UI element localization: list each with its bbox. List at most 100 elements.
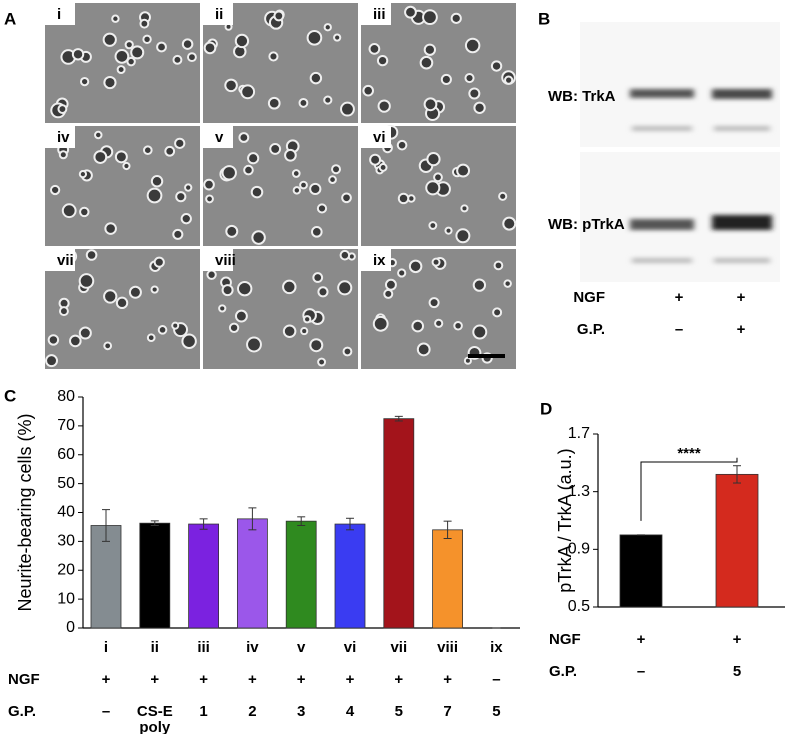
bar <box>188 523 220 629</box>
image-label: vii <box>57 252 74 269</box>
cell <box>221 284 234 297</box>
cell <box>317 286 329 298</box>
cell <box>116 65 126 75</box>
cell <box>425 180 441 196</box>
cell <box>146 187 163 204</box>
cell <box>456 163 471 178</box>
row-label: NGF <box>8 671 40 688</box>
cell <box>492 307 503 318</box>
cell <box>79 206 90 218</box>
image-label-box <box>203 3 233 25</box>
cell <box>234 33 250 49</box>
cell <box>172 54 183 65</box>
y-tick-label: 20 <box>57 561 75 578</box>
cell <box>464 37 481 54</box>
row-label: G.P. <box>549 663 578 680</box>
cell <box>175 191 187 203</box>
cell <box>426 152 441 167</box>
row-value: – <box>101 703 111 720</box>
cell <box>103 289 118 304</box>
cell <box>453 320 463 331</box>
band-label: WB: TrkA <box>548 88 616 105</box>
cell <box>434 318 444 328</box>
cell <box>267 96 281 110</box>
cell <box>273 10 285 22</box>
image-label: viii <box>215 252 236 269</box>
cell <box>316 203 328 214</box>
panel-label: D <box>540 399 552 418</box>
cell <box>240 84 256 100</box>
cell <box>203 41 217 55</box>
cell <box>298 97 309 108</box>
cell <box>206 269 217 280</box>
cell <box>333 33 342 42</box>
cell <box>282 324 297 339</box>
y-tick-label: 50 <box>57 475 75 492</box>
cell <box>396 139 408 151</box>
cell <box>47 334 60 346</box>
y-tick-label: 0.5 <box>568 598 590 615</box>
row-value: 5 <box>492 703 501 720</box>
image-label-box <box>203 126 233 148</box>
row-value: – <box>636 663 646 680</box>
y-axis-label: pTrkA / TrkA (a.u.) <box>555 448 575 592</box>
cell <box>103 341 113 351</box>
row-value: 5 <box>732 663 742 680</box>
cell <box>311 226 323 238</box>
row-value: + <box>296 671 306 688</box>
row-value: 1 <box>199 703 208 720</box>
bar <box>432 529 464 629</box>
bar <box>285 520 317 629</box>
image-label: i <box>57 6 61 23</box>
cell <box>103 75 117 90</box>
cell <box>45 354 59 368</box>
cell <box>104 222 117 235</box>
cell <box>269 142 282 155</box>
cell <box>460 204 469 213</box>
cell <box>156 41 167 53</box>
cell <box>423 97 438 112</box>
blot-bands <box>630 89 772 263</box>
cell <box>130 45 145 60</box>
cell <box>408 259 423 274</box>
cell <box>323 95 333 105</box>
cell <box>473 101 486 114</box>
cell <box>284 148 297 162</box>
cell <box>472 324 488 340</box>
y-tick-label: 70 <box>57 417 75 434</box>
cell <box>433 172 443 183</box>
cell <box>58 306 69 317</box>
x-tick-label: vii <box>390 639 407 656</box>
cell <box>328 175 337 184</box>
image-label: v <box>215 129 224 146</box>
cell <box>114 49 130 64</box>
cell <box>79 76 90 87</box>
row-value: + <box>636 631 646 648</box>
cell <box>383 288 394 299</box>
cell <box>153 256 165 268</box>
cell <box>61 203 77 219</box>
cell <box>124 40 134 50</box>
cell <box>126 56 136 67</box>
cell <box>411 319 425 333</box>
row-value: + <box>394 671 404 688</box>
cell <box>468 87 481 100</box>
cell <box>146 333 156 343</box>
cell <box>341 192 352 204</box>
cell <box>250 185 264 199</box>
cell <box>490 60 503 72</box>
cell <box>444 226 453 235</box>
cell <box>428 297 440 309</box>
cell <box>238 132 250 143</box>
cell <box>225 224 239 238</box>
row-value: + <box>675 289 684 306</box>
cell <box>504 75 514 85</box>
row-value: + <box>737 289 746 306</box>
cell <box>493 260 504 271</box>
cell <box>180 213 192 225</box>
cell <box>384 278 397 291</box>
cell <box>299 180 308 190</box>
cell <box>85 249 98 261</box>
row-value: + <box>345 671 355 688</box>
cell <box>312 272 324 283</box>
